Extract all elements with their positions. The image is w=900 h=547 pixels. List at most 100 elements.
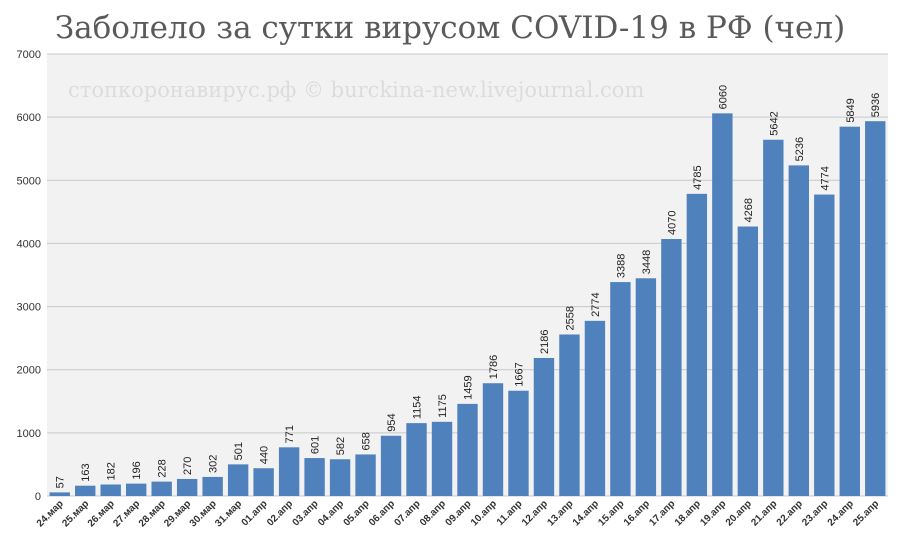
data-label: 4070 <box>666 211 678 235</box>
data-label: 5936 <box>870 93 882 117</box>
bar <box>686 193 708 496</box>
data-label: 1786 <box>488 355 500 379</box>
watermark-text: стопкоронавирус.рф © burckina-new.livejo… <box>68 78 644 102</box>
y-axis: 0 1000 2000 3000 4000 5000 6000 7000 <box>17 49 41 503</box>
data-label: 4268 <box>743 198 755 222</box>
bar <box>610 282 631 496</box>
bar <box>202 476 223 496</box>
bar <box>406 423 427 496</box>
x-tick-label: 12.апр <box>520 498 550 528</box>
bar <box>533 357 555 496</box>
x-tick-label: 06.апр <box>367 498 397 528</box>
x-tick-label: 20.апр <box>724 498 754 528</box>
x-tick-label: 30.мар <box>188 498 219 529</box>
x-tick-label: 08.апр <box>418 498 448 528</box>
data-label: 302 <box>208 455 220 473</box>
bar <box>788 165 809 496</box>
x-tick-label: 16.апр <box>622 498 652 528</box>
bar <box>380 435 402 496</box>
data-label: 57 <box>55 476 67 488</box>
data-label: 1667 <box>513 362 525 386</box>
data-label: 1175 <box>437 394 449 418</box>
data-label: 2774 <box>590 292 602 316</box>
data-label: 5236 <box>794 137 806 161</box>
x-axis: 24.мар25.мар26.мар27.мар28.мар29.мар30.м… <box>35 498 882 529</box>
y-tick-label: 5000 <box>17 175 41 187</box>
bar <box>763 139 784 497</box>
data-label: 1154 <box>412 395 424 419</box>
bar <box>126 483 147 496</box>
data-label: 440 <box>259 446 271 464</box>
x-tick-label: 24.апр <box>826 498 856 528</box>
bar <box>227 464 249 496</box>
bar <box>329 459 351 496</box>
y-tick-label: 6000 <box>17 112 41 124</box>
bar <box>508 390 529 496</box>
bar <box>712 113 733 497</box>
y-tick-label: 4000 <box>17 238 41 250</box>
x-tick-label: 14.апр <box>571 498 601 528</box>
bar <box>457 403 478 496</box>
data-label: 163 <box>80 463 92 481</box>
data-label: 4785 <box>692 165 704 189</box>
data-label: 771 <box>284 425 296 443</box>
data-label: 1459 <box>463 375 475 399</box>
x-tick-label: 17.апр <box>647 498 677 528</box>
y-tick-label: 1000 <box>17 428 41 440</box>
x-tick-label: 13.апр <box>545 498 575 528</box>
bar <box>49 492 70 496</box>
x-tick-label: 22.апр <box>775 498 805 528</box>
x-tick-label: 09.апр <box>443 498 473 528</box>
chart-title: Заболело за сутки вирусом COVID-19 в РФ … <box>54 10 846 46</box>
x-tick-label: 04.апр <box>316 498 346 528</box>
x-tick-label: 02.апр <box>265 498 295 528</box>
data-label: 954 <box>386 413 398 431</box>
x-tick-label: 29.мар <box>162 498 193 529</box>
bar <box>100 484 121 496</box>
bar <box>635 278 657 496</box>
x-tick-label: 01.апр <box>240 498 270 528</box>
data-label: 182 <box>106 462 118 480</box>
bar <box>814 194 835 496</box>
x-tick-label: 05.апр <box>342 498 372 528</box>
bars <box>49 113 886 497</box>
x-tick-label: 21.апр <box>749 498 779 528</box>
bar <box>304 458 325 496</box>
y-tick-label: 0 <box>35 491 41 503</box>
bar <box>431 421 453 496</box>
x-tick-label: 11.апр <box>495 498 525 528</box>
data-labels: 57 163 182 196 228 270 302 501 440 771 601 582 658 95… <box>55 85 883 489</box>
data-label: 2186 <box>539 329 551 353</box>
data-label: 658 <box>361 432 373 450</box>
bar <box>253 468 274 496</box>
data-label: 196 <box>131 461 143 479</box>
bar <box>75 485 96 496</box>
x-tick-label: 27.мар <box>111 498 142 529</box>
data-label: 501 <box>233 442 245 460</box>
bar <box>839 126 860 496</box>
data-label: 5849 <box>845 98 857 122</box>
bar <box>661 239 682 496</box>
data-label: 601 <box>310 436 322 454</box>
bar <box>355 454 376 496</box>
x-tick-label: 31.мар <box>213 498 244 529</box>
data-label: 228 <box>157 459 169 477</box>
x-tick-label: 25.мар <box>60 498 91 529</box>
x-tick-label: 19.апр <box>698 498 728 528</box>
data-label: 3448 <box>641 250 653 274</box>
data-label: 582 <box>335 437 347 455</box>
y-tick-label: 7000 <box>17 49 41 61</box>
bar <box>865 121 886 497</box>
x-tick-label: 15.апр <box>596 498 626 528</box>
data-label: 6060 <box>717 85 729 109</box>
bar <box>176 478 198 496</box>
x-tick-label: 18.апр <box>673 498 703 528</box>
x-tick-label: 26.мар <box>86 498 117 529</box>
data-label: 3388 <box>615 254 627 278</box>
data-label: 4774 <box>819 166 831 190</box>
data-label: 2558 <box>564 306 576 330</box>
bar <box>584 320 606 496</box>
data-label: 270 <box>182 457 194 475</box>
x-tick-label: 25.апр <box>851 498 881 528</box>
